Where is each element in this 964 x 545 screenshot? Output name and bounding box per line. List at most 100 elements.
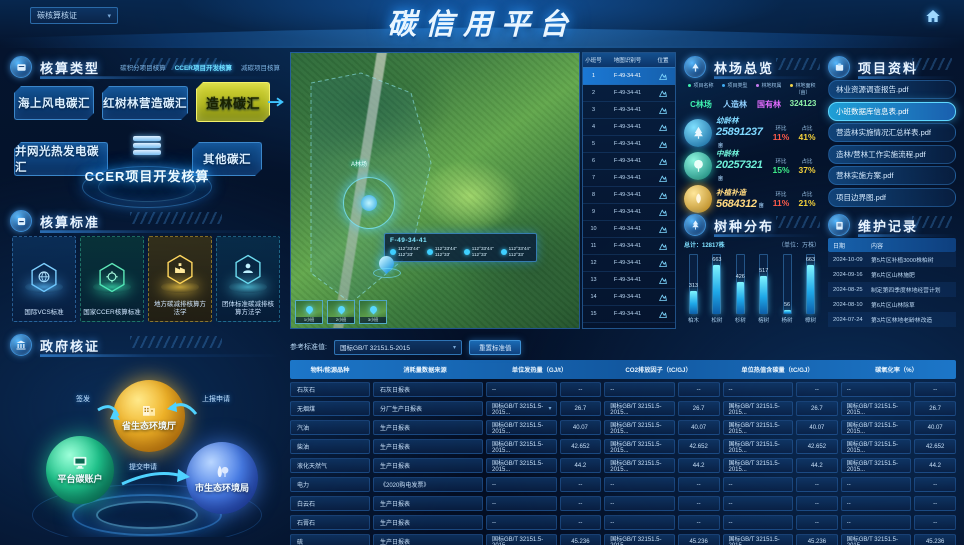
- heat-ref[interactable]: --: [486, 477, 557, 492]
- document-item[interactable]: 林业资源调查报告.pdf: [828, 80, 956, 99]
- standard-card-local[interactable]: 地方碳减排核算方法学: [148, 236, 212, 322]
- chip-afforestation[interactable]: 造林碳汇: [196, 82, 270, 122]
- carbon-ref[interactable]: 国标GB/T 32151.5-2015...: [722, 420, 794, 435]
- co2-ref[interactable]: --: [604, 515, 675, 530]
- plot-location-icon[interactable]: [651, 225, 675, 234]
- plot-location-icon[interactable]: [651, 208, 675, 217]
- table-row[interactable]: 无烟煤 分厂生产日报表 国标GB/T 32151.5-2015... ▾ 26.7 国标G…: [290, 400, 956, 417]
- plot-location-icon[interactable]: [651, 191, 675, 200]
- co2-ref[interactable]: --: [604, 477, 675, 492]
- co2-ref[interactable]: --: [604, 382, 675, 397]
- chip-mangrove[interactable]: 红树林营造碳汇: [102, 86, 188, 120]
- forest-map[interactable]: A林场 F-49-34-41 112°33'44" 112°33' 112°33'…: [290, 52, 580, 329]
- table-row[interactable]: 3 F-49-34-41: [583, 102, 675, 119]
- plot-location-icon[interactable]: [651, 89, 675, 98]
- table-row[interactable]: 柴油 生产日报表 国标GB/T 32151.5-2015... 42.652 国标GB/…: [290, 438, 956, 455]
- table-row[interactable]: 6 F-49-34-41: [583, 153, 675, 170]
- tab-carbon-credit[interactable]: 碳积分项目核算: [120, 65, 166, 72]
- plot-location-icon[interactable]: [651, 293, 675, 302]
- table-row[interactable]: 电力 《2020购电发票》 -- -- -- -- -- -- -- --: [290, 476, 956, 493]
- carbon-ref[interactable]: --: [722, 515, 794, 530]
- standard-select[interactable]: 国标GB/T 32151.5-2015 ▾: [333, 339, 462, 355]
- table-row[interactable]: 15 F-49-34-41: [583, 306, 675, 323]
- ox-ref[interactable]: --: [840, 477, 912, 492]
- plot-location-icon[interactable]: [651, 157, 675, 166]
- chip-offshore-wind[interactable]: 海上风电碳汇: [14, 86, 94, 120]
- table-row[interactable]: 石灰石 石灰日报表 -- -- -- -- -- -- -- --: [290, 381, 956, 398]
- plot-location-icon[interactable]: [651, 276, 675, 285]
- table-row[interactable]: 液化天然气 生产日报表 国标GB/T 32151.5-2015... 44.2 国标GB…: [290, 457, 956, 474]
- table-row[interactable]: 汽油 生产日报表 国标GB/T 32151.5-2015... 40.07 国标GB/T…: [290, 419, 956, 436]
- map-thumbnail[interactable]: 1小班: [295, 300, 323, 324]
- table-row[interactable]: 10 F-49-34-41: [583, 221, 675, 238]
- heat-ref[interactable]: --: [486, 382, 557, 397]
- co2-ref[interactable]: 国标GB/T 32151.5-2015...: [604, 458, 675, 473]
- table-row[interactable]: 4 F-49-34-41: [583, 119, 675, 136]
- tab-emission-reduction[interactable]: 减碳项目核算: [241, 65, 280, 72]
- table-row[interactable]: 11 F-49-34-41: [583, 238, 675, 255]
- ox-ref[interactable]: 国标GB/T 32151.5-2015...: [840, 534, 912, 545]
- table-row[interactable]: 12 F-49-34-41: [583, 255, 675, 272]
- map-location-pin[interactable]: [373, 252, 401, 278]
- plot-location-icon[interactable]: [651, 72, 675, 81]
- document-item[interactable]: 项目边界图.pdf: [828, 187, 956, 207]
- table-row[interactable]: 7 F-49-34-41: [583, 170, 675, 187]
- ox-ref[interactable]: 国标GB/T 32151.5-2015...: [840, 420, 912, 435]
- co2-ref[interactable]: --: [604, 496, 675, 511]
- document-item[interactable]: 营林实施方案.pdf: [828, 166, 956, 185]
- heat-ref[interactable]: 国标GB/T 32151.5-2015...: [486, 458, 557, 473]
- table-row[interactable]: 9 F-49-34-41: [583, 204, 675, 221]
- plot-location-icon[interactable]: [651, 174, 675, 183]
- ox-ref[interactable]: 国标GB/T 32151.5-2015...: [840, 458, 912, 473]
- reset-standard-button[interactable]: 重置标准值: [468, 339, 522, 355]
- plot-location-icon[interactable]: [651, 310, 675, 319]
- ox-ref[interactable]: --: [840, 515, 912, 530]
- carbon-ref[interactable]: --: [722, 496, 794, 511]
- table-row[interactable]: 14 F-49-34-41: [583, 289, 675, 306]
- plot-location-icon[interactable]: [651, 106, 675, 115]
- table-row[interactable]: 13 F-49-34-41: [583, 272, 675, 289]
- module-selector[interactable]: 碳核算核证 ▾: [30, 7, 118, 24]
- standard-card-vcs[interactable]: 国际VCS标准: [12, 236, 76, 322]
- ox-ref[interactable]: 国标GB/T 32151.5-2015...: [840, 401, 912, 416]
- document-item[interactable]: 营造林实施情况汇总样表.pdf: [828, 123, 956, 142]
- carbon-ref[interactable]: 国标GB/T 32151.5-2015...: [722, 401, 794, 416]
- carbon-ref[interactable]: --: [722, 477, 794, 492]
- carbon-ref[interactable]: 国标GB/T 32151.5-2015...: [722, 439, 794, 454]
- table-row[interactable]: 1 F-49-34-41: [583, 68, 675, 85]
- co2-ref[interactable]: 国标GB/T 32151.5-2015...: [604, 401, 675, 416]
- chip-other[interactable]: 其他碳汇: [192, 142, 262, 176]
- ox-ref[interactable]: --: [840, 496, 912, 511]
- heat-ref[interactable]: 国标GB/T 32151.5-2015... ▾: [486, 401, 557, 416]
- table-row[interactable]: 2 F-49-34-41: [583, 85, 675, 102]
- plot-location-icon[interactable]: [651, 259, 675, 268]
- map-thumbnail[interactable]: 2小班: [327, 300, 355, 324]
- chip-solar-thermal[interactable]: 并网光热发电碳汇: [14, 142, 108, 176]
- home-button[interactable]: [922, 6, 944, 26]
- heat-ref[interactable]: 国标GB/T 32151.5-2015...: [486, 420, 557, 435]
- table-row[interactable]: 8 F-49-34-41: [583, 187, 675, 204]
- node-platform-carbon-account[interactable]: 平台碳账户: [46, 436, 114, 504]
- node-provincial-eco-department[interactable]: 省生态环境厅: [113, 380, 185, 452]
- carbon-ref[interactable]: --: [722, 382, 794, 397]
- plot-list-table[interactable]: 小班号 地图识别号 位置 1 F-49-34-41 2 F-49-34-41 3 F-49…: [582, 52, 676, 329]
- ox-ref[interactable]: --: [840, 382, 912, 397]
- heat-ref[interactable]: --: [486, 496, 557, 511]
- table-row[interactable]: 白云石 生产日报表 -- -- -- -- -- -- -- --: [290, 495, 956, 512]
- plot-location-icon[interactable]: [651, 140, 675, 149]
- table-row[interactable]: 5 F-49-34-41: [583, 136, 675, 153]
- carbon-ref[interactable]: 国标GB/T 32151.5-2015...: [722, 458, 794, 473]
- table-row[interactable]: 石膏石 生产日报表 -- -- -- -- -- -- -- --: [290, 514, 956, 531]
- heat-ref[interactable]: 国标GB/T 32151.5-2015...: [486, 534, 557, 545]
- carbon-ref[interactable]: 国标GB/T 32151.5-2015...: [722, 534, 794, 545]
- document-item[interactable]: 造林/营林工作实施流程.pdf: [828, 144, 956, 164]
- co2-ref[interactable]: 国标GB/T 32151.5-2015...: [604, 420, 675, 435]
- heat-ref[interactable]: 国标GB/T 32151.5-2015...: [486, 439, 557, 454]
- plot-location-icon[interactable]: [651, 123, 675, 132]
- map-thumbnail[interactable]: 3小班: [359, 300, 387, 324]
- document-item[interactable]: 小班数据库信息表.pdf: [828, 101, 956, 121]
- plot-location-icon[interactable]: [651, 242, 675, 251]
- node-city-eco-bureau[interactable]: 市生态环境局: [186, 442, 258, 514]
- standard-card-group[interactable]: 团体标准碳减排核算方法学: [216, 236, 280, 322]
